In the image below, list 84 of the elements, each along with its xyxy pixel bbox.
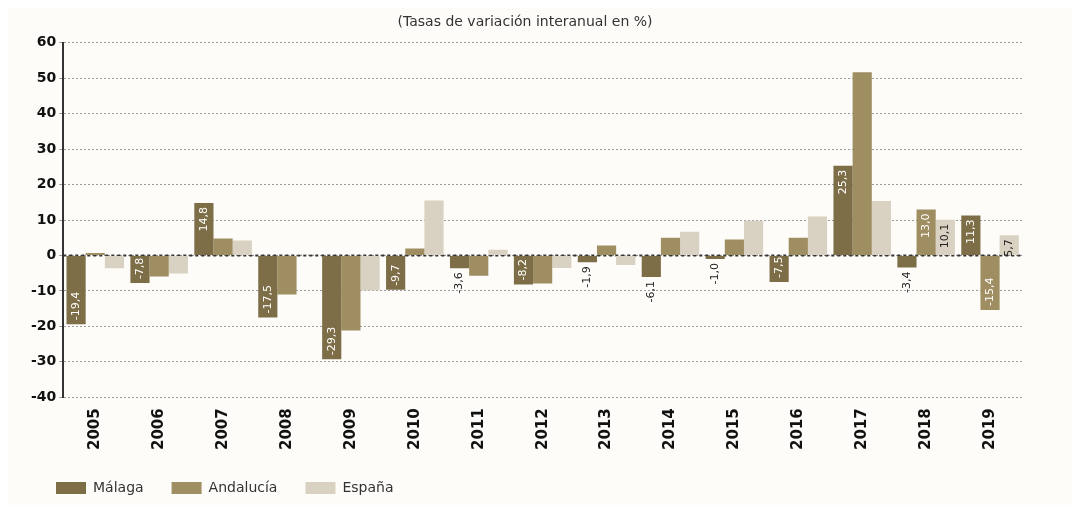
x-tick-label: 2006 (149, 408, 168, 450)
bar (322, 255, 342, 360)
x-tick-label: 2013 (596, 408, 615, 450)
data-label: -6,1 (644, 281, 658, 303)
bar (788, 237, 808, 255)
y-tick-label: 60 (36, 33, 57, 50)
x-tick-label: 2007 (212, 408, 231, 450)
data-label: -17,5 (260, 285, 274, 314)
data-label: -19,4 (68, 291, 82, 321)
bar (168, 255, 188, 274)
bar (660, 237, 681, 255)
legend-label: Andalucía (208, 478, 278, 495)
y-tick-label: 40 (36, 104, 57, 121)
y-tick-label: 0 (46, 246, 57, 263)
bar (724, 239, 744, 255)
x-tick-label: 2008 (276, 408, 295, 450)
data-label: 10,1 (938, 223, 952, 249)
bar (743, 220, 764, 255)
data-label: -7,5 (771, 256, 785, 279)
x-tick-label: 2010 (404, 408, 423, 450)
bar (341, 255, 361, 331)
bar (194, 203, 214, 255)
bar (980, 255, 1000, 311)
bar (149, 255, 169, 277)
data-label: 5,7 (1002, 239, 1016, 257)
x-tick-label: 2019 (979, 408, 998, 450)
bar (232, 240, 252, 255)
x-tick-label: 2017 (852, 408, 871, 450)
x-tick-label: 2015 (724, 408, 743, 450)
x-tick-label: 2012 (532, 408, 551, 450)
bar (488, 249, 508, 255)
chart-subtitle: (Tasas de variación interanual en %) (397, 13, 653, 30)
bar (213, 238, 233, 255)
data-label: -1,0 (708, 263, 722, 285)
y-tick-label: 30 (36, 139, 57, 156)
bar (897, 255, 917, 268)
data-label: 11,3 (963, 219, 977, 244)
bar (469, 255, 489, 276)
bar (66, 255, 86, 325)
data-label: 14,8 (196, 207, 210, 232)
data-label: -8,2 (516, 259, 530, 281)
data-label: -15,4 (982, 277, 996, 307)
bar (360, 255, 380, 291)
x-tick-label: 2018 (916, 408, 935, 450)
y-tick-label: -30 (31, 352, 57, 369)
x-tick-label: 2016 (788, 408, 807, 450)
bar (852, 72, 872, 255)
bar (577, 255, 597, 263)
data-label: -9,7 (388, 264, 402, 286)
y-tick-label: 10 (36, 210, 57, 227)
legend-label: Málaga (93, 478, 144, 495)
bar (424, 200, 444, 255)
bar (533, 255, 553, 284)
y-tick-label: -40 (31, 387, 57, 404)
bar (871, 200, 891, 255)
data-label: -7,8 (132, 257, 146, 280)
bar (405, 248, 425, 255)
y-tick-label: 50 (36, 68, 57, 85)
bar (596, 245, 617, 255)
data-label: -3,6 (452, 272, 466, 294)
bar (616, 255, 636, 266)
bar (833, 165, 853, 255)
x-tick-label: 2009 (340, 408, 359, 450)
data-label: -3,4 (899, 271, 913, 293)
bar (552, 255, 572, 268)
y-tick-label: -20 (31, 317, 57, 333)
bar (807, 216, 828, 255)
data-label: 13,0 (918, 213, 932, 238)
bar (277, 255, 297, 295)
data-label: -29,3 (324, 326, 338, 356)
y-tick-label: -10 (31, 281, 57, 298)
x-tick-label: 2014 (660, 408, 679, 450)
bar (104, 255, 125, 269)
bar (449, 255, 470, 269)
bar (641, 255, 661, 278)
data-label: 25,3 (835, 169, 849, 195)
bar (258, 255, 278, 318)
data-label: -1,9 (580, 266, 594, 288)
bar (680, 231, 700, 255)
x-tick-label: 2011 (468, 408, 487, 450)
x-tick-label: 2005 (85, 408, 104, 450)
y-tick-label: 20 (36, 175, 57, 192)
legend-label: España (342, 478, 394, 495)
bar (705, 255, 725, 260)
